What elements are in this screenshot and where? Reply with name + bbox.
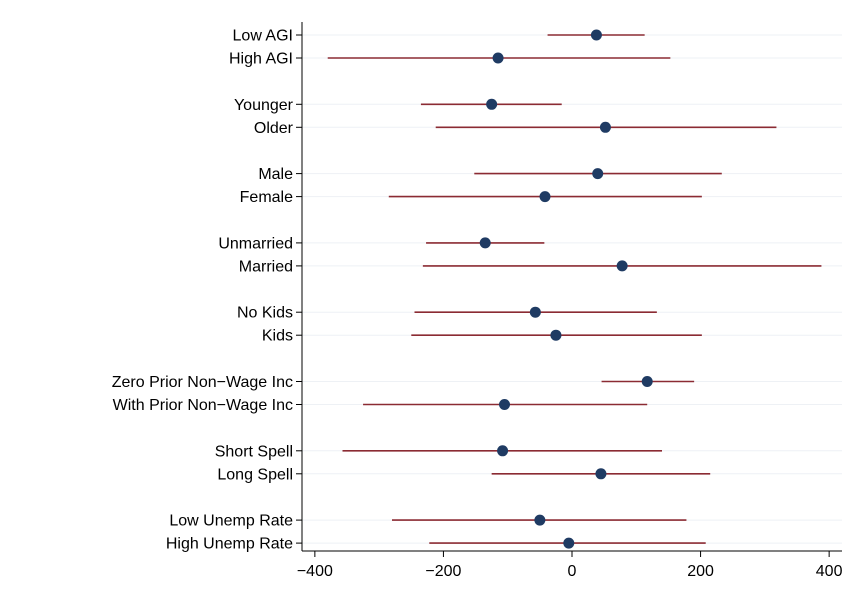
y-tick-label: Low Unemp Rate xyxy=(169,513,293,530)
y-tick-label: Female xyxy=(240,189,293,206)
y-tick-label: Zero Prior Non−Wage Inc xyxy=(112,374,293,391)
point-estimate xyxy=(486,98,498,110)
point-estimates xyxy=(479,29,653,549)
point-estimate xyxy=(497,445,509,457)
point-estimate xyxy=(641,376,653,387)
y-tick-label: Older xyxy=(254,120,294,137)
point-estimate xyxy=(539,191,551,203)
y-tick-label: High AGI xyxy=(229,51,293,68)
point-estimate xyxy=(599,121,611,133)
x-tick-label: −400 xyxy=(297,563,333,580)
y-tick-label: High Unemp Rate xyxy=(166,536,293,553)
x-tick-label: 0 xyxy=(568,563,577,580)
y-tick-label: Long Spell xyxy=(217,466,293,483)
y-tick-label: Kids xyxy=(262,328,293,345)
point-estimate xyxy=(590,29,602,41)
y-tick-label: Married xyxy=(239,258,293,275)
y-tick-label: With Prior Non−Wage Inc xyxy=(113,397,293,414)
x-tick-label: 200 xyxy=(687,563,714,580)
point-estimate xyxy=(479,237,491,249)
point-estimate xyxy=(529,306,541,318)
point-estimate xyxy=(595,468,607,480)
y-tick-label: Male xyxy=(258,166,293,183)
y-tick-label: No Kids xyxy=(237,305,293,322)
point-estimate xyxy=(550,329,562,341)
point-estimate xyxy=(534,514,546,526)
point-estimate xyxy=(616,260,628,272)
point-estimate xyxy=(592,168,604,180)
y-tick-label: Short Spell xyxy=(215,443,293,460)
x-tick-label: −200 xyxy=(425,563,461,580)
x-tick-label: 400 xyxy=(816,563,843,580)
point-estimate xyxy=(499,399,510,410)
point-estimate xyxy=(563,537,575,549)
y-axis: Low AGI High AGI Younger Older Male Female Unm… xyxy=(112,22,303,553)
point-estimate xyxy=(492,52,504,64)
x-axis: −400 −200 0 200 400 xyxy=(297,550,843,580)
y-tick-label: Low AGI xyxy=(233,28,293,45)
y-tick-label: Younger xyxy=(234,97,294,114)
y-tick-label: Unmarried xyxy=(218,235,293,252)
